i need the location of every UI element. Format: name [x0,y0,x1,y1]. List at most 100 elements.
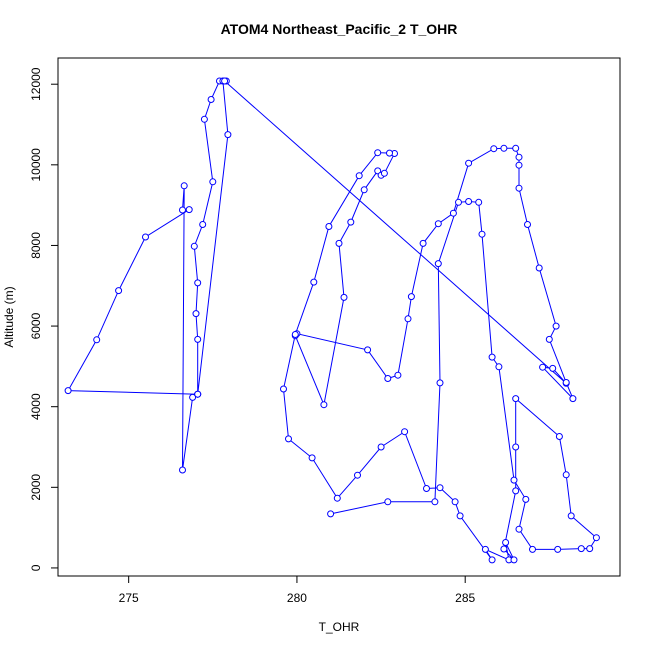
data-point [500,144,508,152]
data-point [535,264,543,272]
data-point [436,379,444,387]
data-point [488,353,496,361]
data-point [577,545,585,553]
y-tick-label: 0 [29,564,43,571]
data-point [419,239,427,247]
data-point [475,198,483,206]
data-point [407,293,415,301]
data-point [394,371,402,379]
data-point [308,454,316,462]
y-tick-label: 10000 [29,148,43,182]
data-point [199,221,207,228]
x-tick-label: 275 [119,591,139,605]
data-point [524,221,531,228]
data-point [512,144,520,152]
data-point [481,545,489,553]
data-point [515,161,523,169]
data-point [189,393,197,401]
x-axis-label: T_OHR [319,620,360,634]
data-point [364,346,372,354]
data-point [179,206,186,214]
data-point [200,115,208,123]
data-point [93,336,101,344]
data-point [431,498,439,506]
data-point [451,498,459,506]
data-point [285,435,292,443]
data-point [340,293,348,301]
data-point [515,184,523,192]
data-point [488,556,496,564]
data-point [562,471,570,479]
data-point [347,218,355,226]
data-point [64,387,72,395]
data-point [545,335,553,343]
data-point [115,287,123,295]
data-point [384,498,392,506]
data-point [374,149,382,157]
data-point [434,220,442,228]
data-point [325,223,333,230]
data-point [512,395,520,403]
data-point [209,178,217,186]
data-point [478,230,486,238]
data-point [194,335,202,343]
data-point [327,510,335,518]
data-point [522,495,530,503]
data-point [465,159,473,167]
data-point [567,512,575,520]
data-point [456,512,464,520]
x-tick-label: 280 [287,591,307,605]
data-point [360,186,368,194]
data-point [194,279,202,287]
data-point [185,206,193,214]
data-point [310,278,318,286]
data-point [539,363,547,371]
data-point [207,96,215,103]
data-point [320,401,328,409]
data-point [552,322,560,330]
x-tick-label: 285 [455,591,475,605]
data-point [449,209,457,217]
data-point [194,390,202,398]
data-point [384,375,392,382]
data-point [502,539,510,546]
data-point [500,545,508,553]
y-tick-label: 8000 [29,232,43,259]
chart-title: ATOM4 Northeast_Pacific_2 T_OHR [221,21,458,37]
data-point [192,310,200,318]
data-point [555,433,563,440]
data-point [562,379,570,386]
data-point [554,545,562,553]
data-point [190,242,198,250]
y-tick-label: 12000 [29,67,43,101]
data-point [569,395,577,403]
data-point [455,198,462,206]
data-point [335,239,343,247]
data-point [142,233,149,241]
data-point [436,484,444,492]
x-axis: 275 280 285 [119,575,476,605]
data-point [291,331,299,338]
data-point [495,363,503,371]
data-point [592,534,600,542]
data-point [404,315,412,323]
data-point [354,471,361,479]
data-point [380,169,388,177]
data-point [586,545,594,553]
data-point [490,145,498,153]
data-point [280,385,287,393]
series-layer [64,77,600,564]
data-point [515,153,523,161]
data-point [423,485,430,492]
data-point [401,428,409,436]
data-point [529,545,536,553]
data-point [221,77,229,85]
data-point [180,182,188,190]
y-tick-label: 6000 [29,312,43,339]
data-point [512,443,520,451]
data-point [512,487,520,495]
data-point [224,131,232,139]
data-point [510,476,518,484]
